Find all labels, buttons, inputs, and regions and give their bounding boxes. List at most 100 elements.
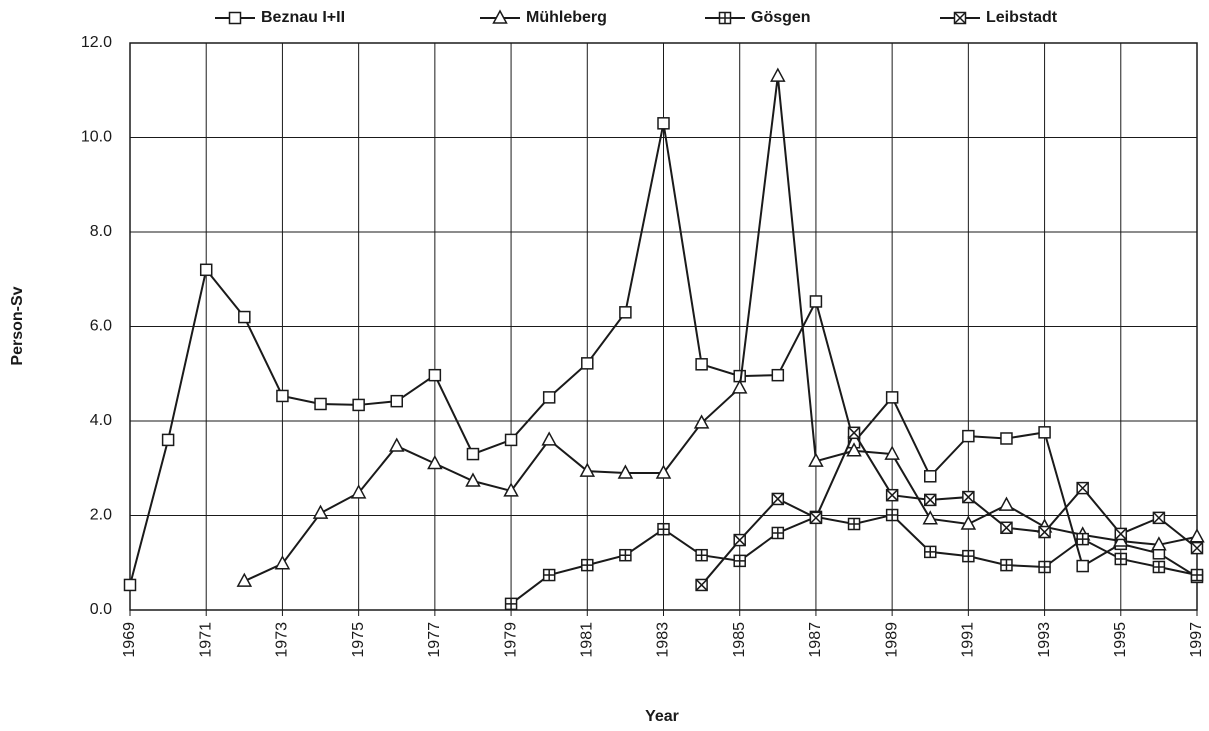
marker: [953, 11, 967, 25]
legend-label: Gösgen: [751, 9, 811, 26]
marker: [846, 442, 862, 457]
marker: [1076, 481, 1089, 495]
marker: [1076, 532, 1089, 546]
marker: [657, 522, 670, 536]
marker: [809, 511, 823, 525]
marker: [924, 545, 937, 559]
legend-label: Leibstadt: [986, 9, 1058, 26]
marker: [655, 464, 672, 479]
marker: [885, 391, 899, 404]
marker: [504, 433, 518, 447]
marker: [1114, 552, 1128, 566]
y-tick-label: 2.0: [90, 507, 112, 524]
x-tick-label: 1973: [274, 622, 291, 658]
x-tick-label: 1989: [883, 622, 900, 658]
marker: [465, 472, 481, 487]
marker: [771, 368, 785, 382]
x-tick-label: 1987: [807, 622, 824, 658]
marker: [276, 389, 289, 403]
marker: [1190, 568, 1204, 582]
marker: [503, 482, 519, 497]
marker: [274, 555, 291, 570]
marker: [693, 414, 710, 429]
marker: [619, 306, 632, 319]
plot-frame: [129, 42, 1198, 611]
marker: [884, 445, 900, 460]
marker: [352, 398, 365, 412]
series-line: [243, 75, 1198, 583]
marker: [617, 464, 634, 479]
marker: [885, 508, 899, 522]
x-tick-label: 1985: [731, 622, 748, 658]
marker: [228, 11, 242, 25]
y-tick-label: 4.0: [90, 412, 112, 429]
x-tick-label: 1969: [121, 622, 138, 658]
marker: [731, 379, 748, 394]
y-tick-label: 8.0: [90, 223, 112, 240]
marker: [924, 470, 937, 483]
x-tick-label: 1995: [1112, 622, 1129, 658]
marker: [350, 484, 367, 499]
marker: [388, 437, 405, 452]
marker: [1152, 511, 1166, 525]
marker: [1114, 527, 1128, 541]
marker: [962, 490, 975, 504]
marker: [733, 533, 746, 547]
marker: [236, 572, 253, 587]
marker: [579, 462, 596, 477]
series-line: [700, 430, 1198, 586]
x-tick-label: 1997: [1188, 622, 1205, 658]
marker: [847, 517, 861, 531]
marker: [1190, 541, 1204, 555]
marker: [657, 117, 670, 130]
x-tick-label: 1979: [502, 622, 519, 658]
marker: [466, 447, 480, 461]
x-axis-label: Year: [645, 708, 679, 725]
marker: [542, 568, 556, 582]
marker: [161, 433, 175, 447]
marker: [123, 578, 137, 592]
marker: [428, 368, 442, 382]
marker: [924, 493, 937, 507]
marker: [1038, 426, 1051, 439]
x-tick-label: 1983: [655, 622, 672, 658]
x-tick-label: 1975: [350, 622, 367, 658]
x-tick-label: 1991: [960, 622, 977, 658]
legend-label: Beznau I+II: [261, 9, 345, 26]
marker: [1000, 432, 1013, 445]
marker: [390, 394, 403, 408]
marker: [922, 510, 939, 525]
marker: [1152, 560, 1166, 574]
marker: [771, 492, 785, 506]
marker: [885, 488, 899, 502]
marker: [1076, 559, 1089, 573]
marker: [312, 504, 329, 519]
marker: [427, 454, 443, 470]
marker: [695, 578, 708, 592]
marker: [199, 263, 213, 277]
marker: [695, 548, 708, 562]
marker: [962, 429, 975, 443]
marker: [1189, 528, 1205, 543]
legend-label: Mühleberg: [526, 9, 607, 26]
marker: [1151, 536, 1167, 551]
marker: [1038, 525, 1051, 539]
y-tick-label: 10.0: [81, 129, 112, 146]
marker: [542, 391, 556, 404]
marker: [238, 310, 251, 324]
marker: [718, 11, 732, 25]
marker: [1000, 521, 1013, 535]
marker: [808, 452, 824, 467]
x-tick-label: 1977: [426, 622, 443, 658]
marker: [619, 548, 632, 562]
marker: [1000, 558, 1013, 572]
x-tick-label: 1971: [197, 622, 214, 658]
marker: [960, 515, 977, 530]
y-axis-label: Person-Sv: [9, 286, 26, 365]
marker: [492, 9, 508, 24]
marker: [998, 496, 1015, 511]
marker: [847, 426, 861, 440]
marker: [581, 357, 594, 370]
marker: [809, 295, 823, 308]
